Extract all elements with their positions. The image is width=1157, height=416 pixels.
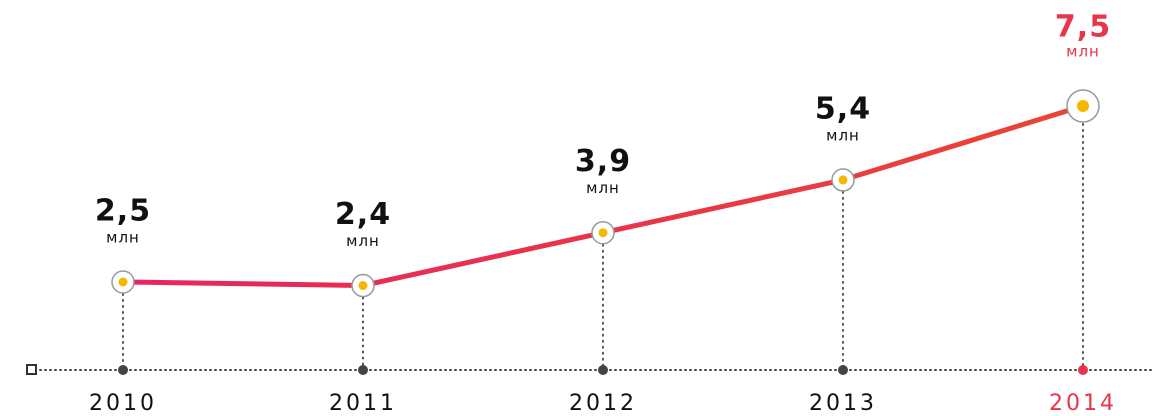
x-tick-label: 2011 <box>329 391 397 416</box>
point-center <box>838 175 848 185</box>
value-label: 5,4 <box>815 91 871 126</box>
x-tick-label: 2012 <box>569 391 637 416</box>
value-label: 7,5 <box>1055 10 1111 45</box>
value-label: 2,4 <box>335 197 391 232</box>
value-label: 2,5 <box>95 194 151 229</box>
point-center <box>1077 100 1089 112</box>
unit-label: млн <box>106 229 140 247</box>
unit-label: млн <box>586 179 620 197</box>
baseline-dot <box>118 365 128 375</box>
unit-label: млн <box>346 232 380 250</box>
baseline-dot <box>598 365 608 375</box>
baseline-start <box>26 364 37 375</box>
x-tick-label: 2014 <box>1049 391 1117 416</box>
point-center <box>598 228 608 238</box>
baseline-dot <box>1078 365 1088 375</box>
x-tick-label: 2010 <box>89 391 157 416</box>
x-tick-label: 2013 <box>809 391 877 416</box>
point-center <box>118 277 128 287</box>
point-center <box>358 281 368 291</box>
unit-label: млн <box>826 126 860 144</box>
value-label: 3,9 <box>575 144 631 179</box>
baseline-dot <box>358 365 368 375</box>
unit-label: млн <box>1066 43 1100 61</box>
baseline-dot <box>838 365 848 375</box>
